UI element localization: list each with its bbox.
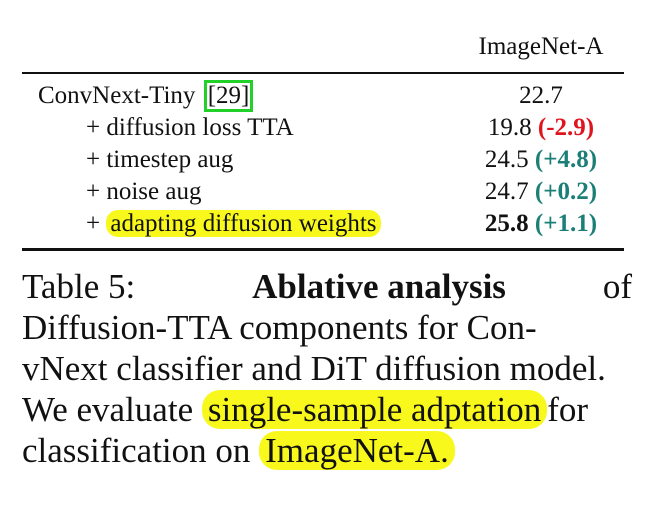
value-number: 25.8	[484, 210, 529, 237]
caption-line4-end: for	[547, 390, 589, 429]
table-row-timestep-aug: + timestep aug 24.5 (+4.8)	[22, 144, 624, 176]
citation-link[interactable]: [29]	[203, 80, 254, 112]
caption-line4-start: We evaluate	[22, 390, 194, 429]
caption-line-4: We evaluate single-sample adptation for	[22, 389, 632, 430]
value-delta: (+4.8)	[534, 146, 598, 173]
caption-highlight-single-sample: single-sample adptation	[201, 390, 548, 429]
row-label: + timestep aug	[86, 144, 233, 176]
row-label-text: ConvNext-Tiny	[38, 82, 202, 109]
table-row-diffusion-loss: + diffusion loss TTA 19.8 (-2.9)	[22, 112, 624, 144]
table-bottom-rule	[22, 248, 624, 251]
row-label-highlighted: adapting diffusion weights	[106, 210, 381, 237]
row-prefix: +	[86, 178, 107, 205]
table-row-adapting-weights: + adapting diffusion weights 25.8 (+1.1)	[22, 208, 624, 240]
value-number: 19.8	[487, 114, 532, 141]
value-delta: (+0.2)	[534, 178, 598, 205]
row-label-text: noise aug	[106, 178, 202, 205]
row-value: 24.7 (+0.2)	[460, 176, 622, 208]
caption-highlight-imagenet-a: ImageNet-A.	[259, 431, 455, 470]
caption-label: Table 5:	[22, 267, 136, 306]
caption-line-5: classification on ImageNet-A.	[22, 430, 632, 471]
row-value: 24.5 (+4.8)	[460, 144, 622, 176]
caption-line-2: Diffusion-TTA components for Con-	[22, 308, 537, 347]
caption-line-1: Table 5: Ablative analysis of	[22, 266, 632, 307]
row-label: ConvNext-Tiny [29]	[38, 80, 254, 112]
column-header-imagenet-a: ImageNet-A	[478, 33, 604, 60]
row-value: 25.8 (+1.1)	[460, 208, 622, 240]
caption-title-wrap: Ablative analysis	[232, 266, 506, 307]
row-label: + diffusion loss TTA	[86, 112, 294, 144]
table-mid-rule	[22, 72, 624, 74]
value-number: 24.7	[484, 178, 529, 205]
value-number: 24.5	[484, 146, 529, 173]
value-delta: (-2.9)	[537, 114, 595, 141]
value-delta: (+1.1)	[534, 210, 598, 237]
row-value: 22.7	[519, 82, 563, 109]
row-label-text: diffusion loss TTA	[106, 114, 294, 141]
caption-line5-start: classification on	[22, 431, 251, 470]
table-caption: Table 5: Ablative analysis of Diffusion-…	[22, 266, 632, 471]
caption-line1-end: of	[602, 267, 632, 306]
row-value: 19.8 (-2.9)	[460, 112, 622, 144]
table-row-noise-aug: + noise aug 24.7 (+0.2)	[22, 176, 624, 208]
row-prefix: +	[86, 114, 107, 141]
table-row-baseline: ConvNext-Tiny [29] 22.7	[22, 80, 624, 112]
caption-bold-title: Ablative analysis	[252, 267, 506, 306]
row-prefix: +	[86, 146, 107, 173]
caption-line-3: vNext classifier and DiT diffusion model…	[22, 349, 606, 388]
row-label: + noise aug	[86, 176, 201, 208]
row-label-text: timestep aug	[106, 146, 234, 173]
row-prefix: +	[86, 210, 107, 237]
row-label: + adapting diffusion weights	[86, 208, 381, 240]
